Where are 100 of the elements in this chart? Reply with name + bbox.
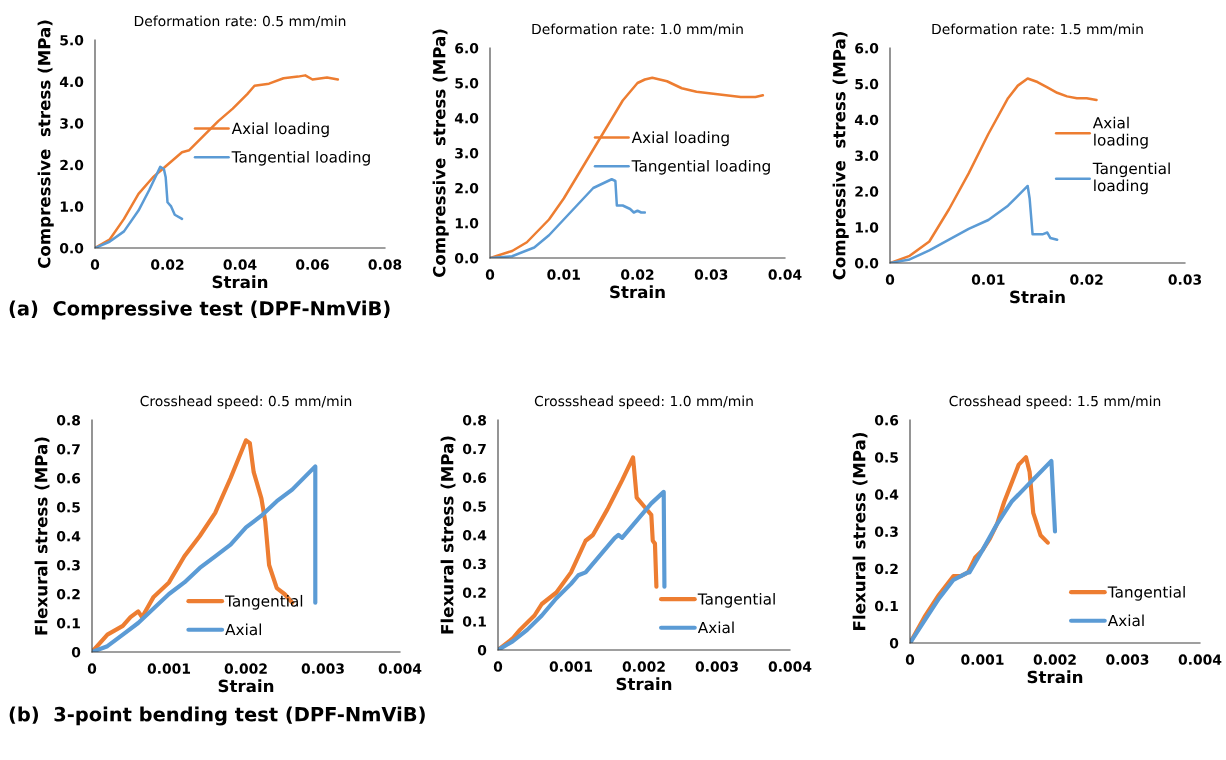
y-tick-label: 0.6 [462,472,487,483]
legend-label: Axial [1107,614,1144,627]
y-tick-label: 3.0 [455,147,479,159]
y-axis-title: Compressive stress (MPa) [832,32,849,280]
y-tick-label: 0.0 [454,252,479,264]
y-tick-label: 1.0 [60,201,84,212]
y-tick-label: 2.0 [855,186,879,197]
y-tick-label: 5.0 [455,77,479,89]
y-tick-label: 6.0 [855,42,879,54]
y-tick-label: 5.0 [855,78,879,90]
y-tick-label: 0.5 [56,501,80,513]
legend-label: Axial loading [631,131,729,147]
legend-label: Tangential loading [231,150,370,166]
text: (a) Compressive test (DPF-NmViB) [9,300,390,320]
legend-label: Tangential [225,594,303,610]
y-tick-label: 0.3 [462,558,486,570]
y-axis-title: Compressive stress (MPa) [37,20,54,269]
y-tick-label: 0.5 [462,501,486,512]
x-tick-label: 0 [485,269,495,280]
y-tick-label: 0.1 [462,616,486,627]
chart-title: Crossshead speed: 1.0 mm/min [534,395,753,409]
y-tick-label: 3.0 [855,150,879,161]
x-tick-label: 0.001 [549,661,593,672]
x-tick-label: 0.02 [151,259,184,270]
y-tick-label: 0.6 [874,414,899,426]
y-tick-label: 0.2 [462,587,486,598]
y-tick-label: 2.0 [455,182,479,194]
legend-label: Axial [697,621,734,634]
x-axis-title: Strain [218,679,274,693]
x-axis-title: Strain [616,677,672,691]
y-tick-label: 2.0 [60,159,84,171]
y-tick-label: 4.0 [59,76,84,88]
line-series [95,165,184,248]
y-tick-label: 5.0 [60,34,84,46]
x-tick-label: 0.02 [621,269,654,280]
x-tick-label: 0.04 [768,269,802,280]
y-tick-label: 1.0 [455,217,479,229]
y-tick-label: 0.7 [56,443,80,455]
x-tick-label: 0.003 [301,663,344,674]
y-tick-label: 0.3 [56,559,80,571]
y-axis-title: Flexural stress (MPa) [852,432,868,630]
y-tick-label: 0 [889,637,899,649]
chart-title: Deformation rate: 0.5 mm/min [134,15,346,28]
y-tick-label: 0.0 [59,242,84,254]
y-tick-label: 1.0 [855,222,879,233]
y-tick-label: 0.4 [56,530,81,542]
x-tick-label: 0.001 [147,663,191,674]
x-tick-label: 0 [493,661,503,672]
y-axis-title: Compressive stress (MPa) [432,29,449,278]
y-tick-label: 0.4 [874,489,899,500]
chart-title: Crosshead speed: 0.5 mm/min [140,395,352,409]
legend-label: Tangential [1107,585,1185,601]
y-tick-label: 0.0 [854,257,879,269]
x-axis-title: Strain [1010,290,1065,304]
y-axis-title: Flexural stress (MPa) [34,437,50,635]
x-tick-label: 0.08 [368,259,402,270]
line-series [92,464,318,652]
x-tick-label: 0.002 [1033,654,1076,665]
y-tick-label: 0.8 [462,414,487,426]
y-tick-label: 0.7 [462,443,486,455]
x-axis-title: Strain [212,275,268,289]
y-tick-label: 4.0 [854,114,879,126]
x-tick-label: 0.004 [1178,654,1222,665]
x-tick-label: 0.06 [296,259,329,270]
chart-title: Crosshead speed: 1.5 mm/min [949,395,1161,409]
y-tick-label: 6.0 [455,42,479,54]
x-tick-label: 0.03 [1168,274,1202,285]
legend-label: Axial loading [1092,116,1148,149]
y-tick-label: 0.2 [56,588,80,600]
line-series [498,455,659,650]
x-axis-title: Strain [1027,670,1083,684]
y-tick-label: 4.0 [454,112,479,124]
y-tick-label: 0.6 [56,472,81,484]
x-tick-label: 0.01 [971,274,1005,285]
x-tick-label: 0 [90,259,100,270]
legend-label: Tangential loading [1092,162,1170,195]
x-tick-label: 0.003 [1106,654,1149,665]
y-tick-label: 0.2 [874,563,898,575]
x-tick-label: 0.002 [224,663,267,674]
x-tick-label: 0.003 [695,661,738,672]
chart-title: Deformation rate: 1.5 mm/min [932,23,1143,36]
legend-label: Axial loading [231,122,329,138]
legend-label: Tangential [697,592,775,608]
x-tick-label: 0.004 [768,661,812,672]
chart-title: Deformation rate: 1.0 mm/min [532,23,743,36]
legend-label: Tangential loading [631,159,770,175]
text: (b) 3-point bending test (DPF-NmViB) [9,706,425,726]
x-tick-label: 0 [905,654,915,665]
y-tick-label: 0.5 [874,452,898,463]
line-series [490,178,647,258]
x-tick-label: 0.04 [223,259,257,270]
x-tick-label: 0.001 [961,654,1004,665]
line-series [890,184,1059,263]
y-tick-label: 0.1 [874,600,898,612]
y-tick-label: 0 [477,644,487,656]
x-tick-label: 0 [87,663,97,674]
y-tick-label: 3.0 [60,118,84,129]
y-tick-label: 0.4 [462,529,487,541]
x-tick-label: 0.002 [622,661,665,672]
x-tick-label: 0.01 [547,269,580,280]
